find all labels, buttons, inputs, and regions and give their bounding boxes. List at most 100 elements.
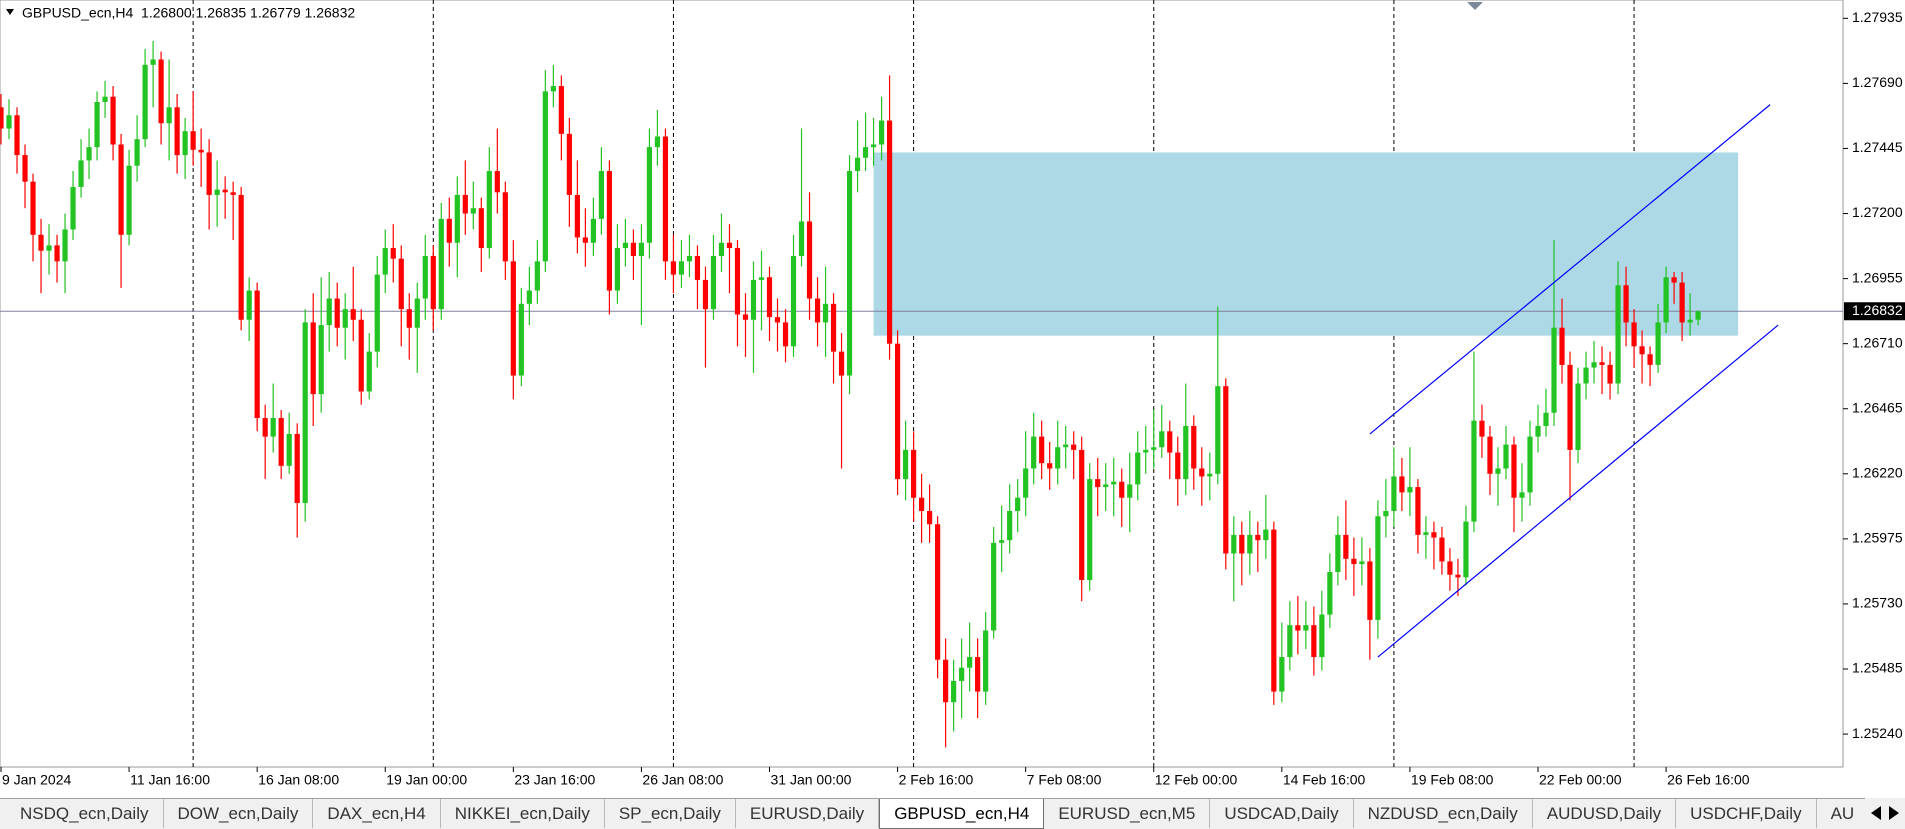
candle-body — [1351, 558, 1357, 565]
candle-body — [110, 96, 116, 145]
candle-body — [542, 91, 548, 262]
x-tick-label: 19 Jan 00:00 — [386, 772, 467, 788]
candle-body — [70, 186, 76, 230]
candle-body — [78, 160, 84, 187]
candle-body — [846, 171, 853, 376]
candle-body — [1647, 354, 1653, 365]
candle-body — [342, 309, 348, 328]
candle-body — [630, 242, 637, 257]
candle-body — [1407, 487, 1413, 493]
x-tick-label: 31 Jan 00:00 — [771, 772, 852, 788]
symbol-tab[interactable]: DOW_ecn,Daily — [164, 799, 314, 828]
candle-body — [1151, 447, 1157, 450]
candle-body — [975, 657, 981, 692]
symbol-tab[interactable]: SP_ecn,Daily — [605, 799, 736, 828]
x-tick-label: 22 Feb 00:00 — [1539, 772, 1622, 788]
candle-body — [614, 248, 621, 291]
symbol-tab[interactable]: GBPUSD_ecn,H4 — [879, 799, 1045, 829]
collapse-icon[interactable] — [6, 9, 14, 15]
candle-body — [414, 298, 420, 328]
candle-body — [590, 218, 596, 243]
candle-body — [1511, 444, 1517, 498]
candle-body — [1079, 449, 1085, 581]
symbol-tab[interactable]: EURUSD,Daily — [736, 799, 880, 828]
candle-body — [246, 290, 252, 320]
candle-body — [1399, 476, 1405, 493]
x-tick-label: 14 Feb 16:00 — [1283, 772, 1366, 788]
candle-body — [983, 630, 989, 692]
candle-body — [222, 189, 228, 193]
candle-body — [102, 96, 108, 102]
candle-body — [350, 309, 356, 320]
candle-body — [1231, 534, 1237, 554]
candle-layer — [0, 40, 1701, 748]
x-tick-label: 2 Feb 16:00 — [899, 772, 974, 788]
symbol-tab[interactable]: NSDQ_ecn,Daily — [0, 799, 164, 828]
candle-body — [54, 245, 60, 262]
candle-body — [1463, 521, 1469, 578]
candle-body — [710, 256, 717, 310]
candle-body — [1207, 473, 1213, 477]
overlay-layer: 1.26832 — [1369, 104, 1905, 658]
symbol-tab[interactable]: USDCHF,Daily — [1676, 799, 1817, 828]
candle-body — [334, 298, 340, 328]
candle-body — [574, 194, 580, 238]
candle-body — [1359, 561, 1365, 565]
candle-body — [1543, 412, 1549, 426]
candle-body — [1135, 452, 1141, 485]
candle-body — [406, 309, 412, 328]
x-tick-label: 26 Jan 08:00 — [642, 772, 723, 788]
candle-body — [182, 131, 188, 156]
candle-body — [1311, 625, 1317, 658]
candle-body — [1015, 497, 1021, 511]
candle-body — [1479, 420, 1485, 437]
candle-body — [1271, 529, 1277, 692]
candle-body — [1303, 625, 1309, 631]
candle-body — [967, 657, 973, 668]
candle-body — [382, 248, 388, 275]
candle-body — [1007, 510, 1013, 541]
candle-body — [438, 218, 444, 310]
candle-body — [935, 524, 941, 660]
symbol-tab[interactable]: AUDUSD,Daily — [1533, 799, 1677, 828]
scroll-left[interactable] — [1871, 806, 1881, 820]
candle-body — [534, 261, 540, 291]
candle-body — [1111, 481, 1117, 485]
tab-bar: NSDQ_ecn,Daily DOW_ecn,Daily DAX_ecn,H4 NIK… — [0, 798, 1905, 829]
candle-body — [566, 133, 572, 195]
candle-body — [230, 192, 236, 195]
candle-body — [1439, 537, 1445, 562]
x-tick-label: 26 Feb 16:00 — [1667, 772, 1750, 788]
candle-body — [1103, 484, 1109, 488]
candle-body — [598, 171, 604, 219]
candle-body — [1343, 534, 1349, 559]
candle-body — [1639, 346, 1645, 355]
candle-body — [670, 261, 677, 275]
y-tick-label: 1.26220 — [1852, 465, 1903, 481]
symbol-tab[interactable]: AU — [1817, 799, 1870, 828]
symbol-tab[interactable]: EURUSD_ecn,M5 — [1044, 799, 1211, 828]
candle-body — [1183, 425, 1189, 480]
x-tick-label: 11 Jan 16:00 — [130, 772, 210, 788]
scroll-right[interactable] — [1889, 806, 1899, 820]
candle-body — [1599, 362, 1605, 365]
candle-body — [1631, 322, 1637, 347]
chart-title: GBPUSD_ecn,H4 1.26800 1.26835 1.26779 1.… — [22, 5, 355, 21]
candle-body — [422, 256, 428, 299]
candle-body — [502, 192, 508, 262]
symbol-tab[interactable]: USDCAD,Daily — [1210, 799, 1354, 828]
candle-body — [1487, 436, 1493, 474]
candle-body — [1031, 436, 1037, 469]
candle-body — [398, 258, 404, 310]
candle-body — [1519, 492, 1525, 498]
candle-body — [951, 680, 957, 703]
candle-body — [1391, 476, 1397, 511]
symbol-tab[interactable]: DAX_ecn,H4 — [313, 799, 441, 828]
candle-body — [94, 101, 100, 148]
symbol-tab[interactable]: NZDUSD_ecn,Daily — [1354, 799, 1533, 828]
candle-body — [1527, 436, 1533, 493]
symbol-tab[interactable]: NIKKEI_ecn,Daily — [441, 799, 605, 828]
candle-body — [1375, 516, 1381, 620]
candle-body — [126, 165, 132, 235]
